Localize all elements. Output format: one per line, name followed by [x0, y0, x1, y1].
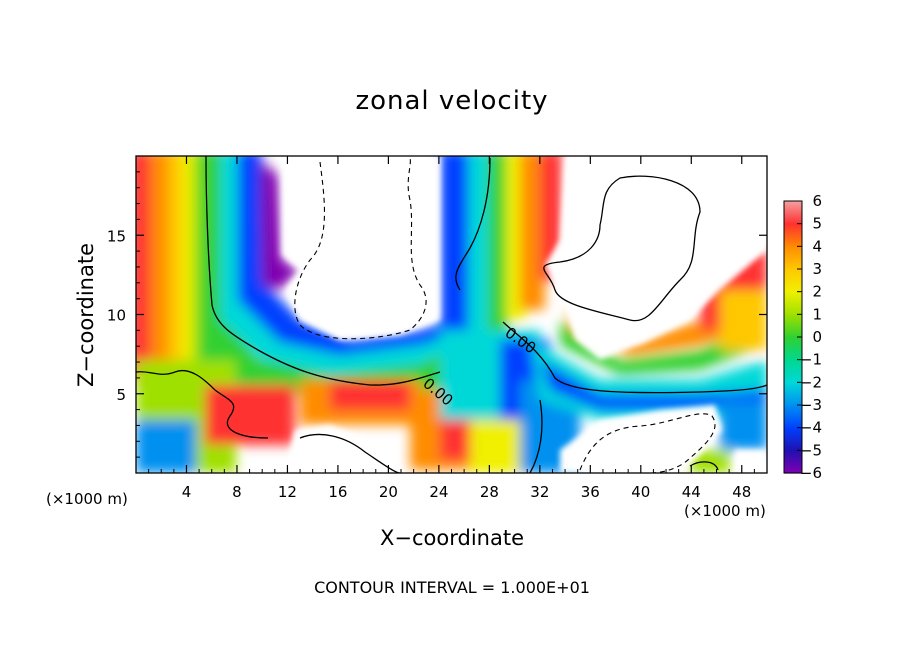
colorbar-segment [784, 450, 802, 474]
colorbar-tick-label: −3 [800, 396, 822, 414]
x-tick-label: 20 [379, 483, 398, 501]
y-tick-label: 5 [116, 386, 126, 404]
x-tick-label: 16 [328, 483, 347, 501]
colorbar-tick-label: −1 [800, 351, 822, 369]
field-region [488, 156, 508, 350]
colorbar-segment [784, 382, 802, 406]
unshaded-region [545, 156, 767, 360]
unshaded-region [560, 405, 722, 473]
field-region [205, 385, 295, 445]
heatmap-field: 0.00 0.00 [136, 156, 767, 473]
x-tick-label: 12 [278, 483, 297, 501]
field-region [260, 160, 300, 290]
chart-title: zonal velocity [355, 86, 549, 116]
x-tick-label: 36 [581, 483, 600, 501]
field-region [150, 156, 170, 370]
field-region [720, 290, 767, 350]
y-tick-label: 10 [107, 307, 126, 325]
x-tick-label: 44 [682, 483, 701, 501]
unshaded-regions [282, 156, 767, 473]
contour-lines [136, 156, 767, 473]
colorbar-tick-label: 0 [812, 328, 822, 346]
colorbar-segment [784, 246, 802, 270]
field-region [136, 420, 196, 473]
colorbar-tick-label: 1 [812, 305, 822, 323]
y-tick-label: 15 [107, 227, 126, 245]
x-tick-label: 32 [530, 483, 549, 501]
field-region [690, 450, 730, 473]
colorbar-segment [784, 337, 802, 361]
x-unit-left: (×1000 m) [46, 490, 128, 508]
colorbar-segment [784, 291, 802, 315]
y-axis-ticks: 5 10 15 [107, 171, 767, 458]
colorbar-segment [784, 223, 802, 247]
contour-dashed-lines [294, 157, 716, 473]
x-axis-ticks: 4 8 12 16 20 24 28 32 36 40 44 48 [148, 156, 755, 501]
contour-solid [689, 461, 719, 471]
colorbar-tick-label: −4 [800, 419, 822, 437]
field-region [468, 156, 490, 350]
field-region [560, 320, 767, 375]
x-tick-label: 28 [480, 483, 499, 501]
contour-solid [136, 369, 269, 439]
x-tick-label: 48 [732, 483, 751, 501]
contour-interval-note: CONTOUR INTERVAL = 1.000E+01 [314, 578, 590, 597]
x-tick-label: 4 [182, 483, 192, 501]
x-tick-label: 24 [429, 483, 448, 501]
x-tick-label: 8 [232, 483, 242, 501]
colorbar: 6 5 4 3 2 1 0 −1 −2 −3 −4 −5 −6 [783, 192, 822, 482]
field-region [200, 156, 440, 400]
unshaded-region [735, 450, 767, 473]
contour-solid [205, 156, 441, 386]
colorbar-tick-label: −2 [800, 373, 822, 391]
contour-solid [502, 321, 767, 394]
contour-solid [299, 433, 401, 473]
field-region [168, 156, 184, 380]
field-region [238, 156, 450, 355]
colorbar-segment [784, 314, 802, 338]
x-tick-label: 40 [631, 483, 650, 501]
colorbar-tick-label: −6 [800, 464, 822, 482]
unshaded-region [282, 156, 440, 340]
colorbar-tick-label: −5 [800, 441, 822, 459]
colorbar-tick-label: 3 [812, 260, 822, 278]
unshaded-region [285, 425, 400, 473]
contour-dashed [294, 157, 427, 340]
contour-dashed [579, 413, 716, 473]
field-region [220, 156, 445, 375]
colorbar-segment [784, 359, 802, 383]
x-unit-right: (×1000 m) [684, 502, 766, 520]
colorbar-tick-label: 4 [812, 237, 822, 255]
colorbar-segment [784, 427, 802, 451]
field-region [440, 156, 470, 340]
colorbar-segment [784, 201, 802, 225]
colorbar-tick-label: 2 [812, 283, 822, 301]
field-region [182, 156, 194, 380]
colorbar-tick-label: 5 [812, 215, 822, 233]
colorbar-tick-label: 6 [812, 192, 822, 210]
contour-solid [543, 175, 701, 322]
colorbar-segment [784, 269, 802, 293]
colorbar-segment [784, 405, 802, 429]
contour-solid [455, 157, 491, 291]
contour-solid [529, 399, 543, 473]
x-axis-label: X−coordinate [380, 526, 524, 550]
field-region [720, 400, 767, 450]
field-region [540, 360, 767, 410]
